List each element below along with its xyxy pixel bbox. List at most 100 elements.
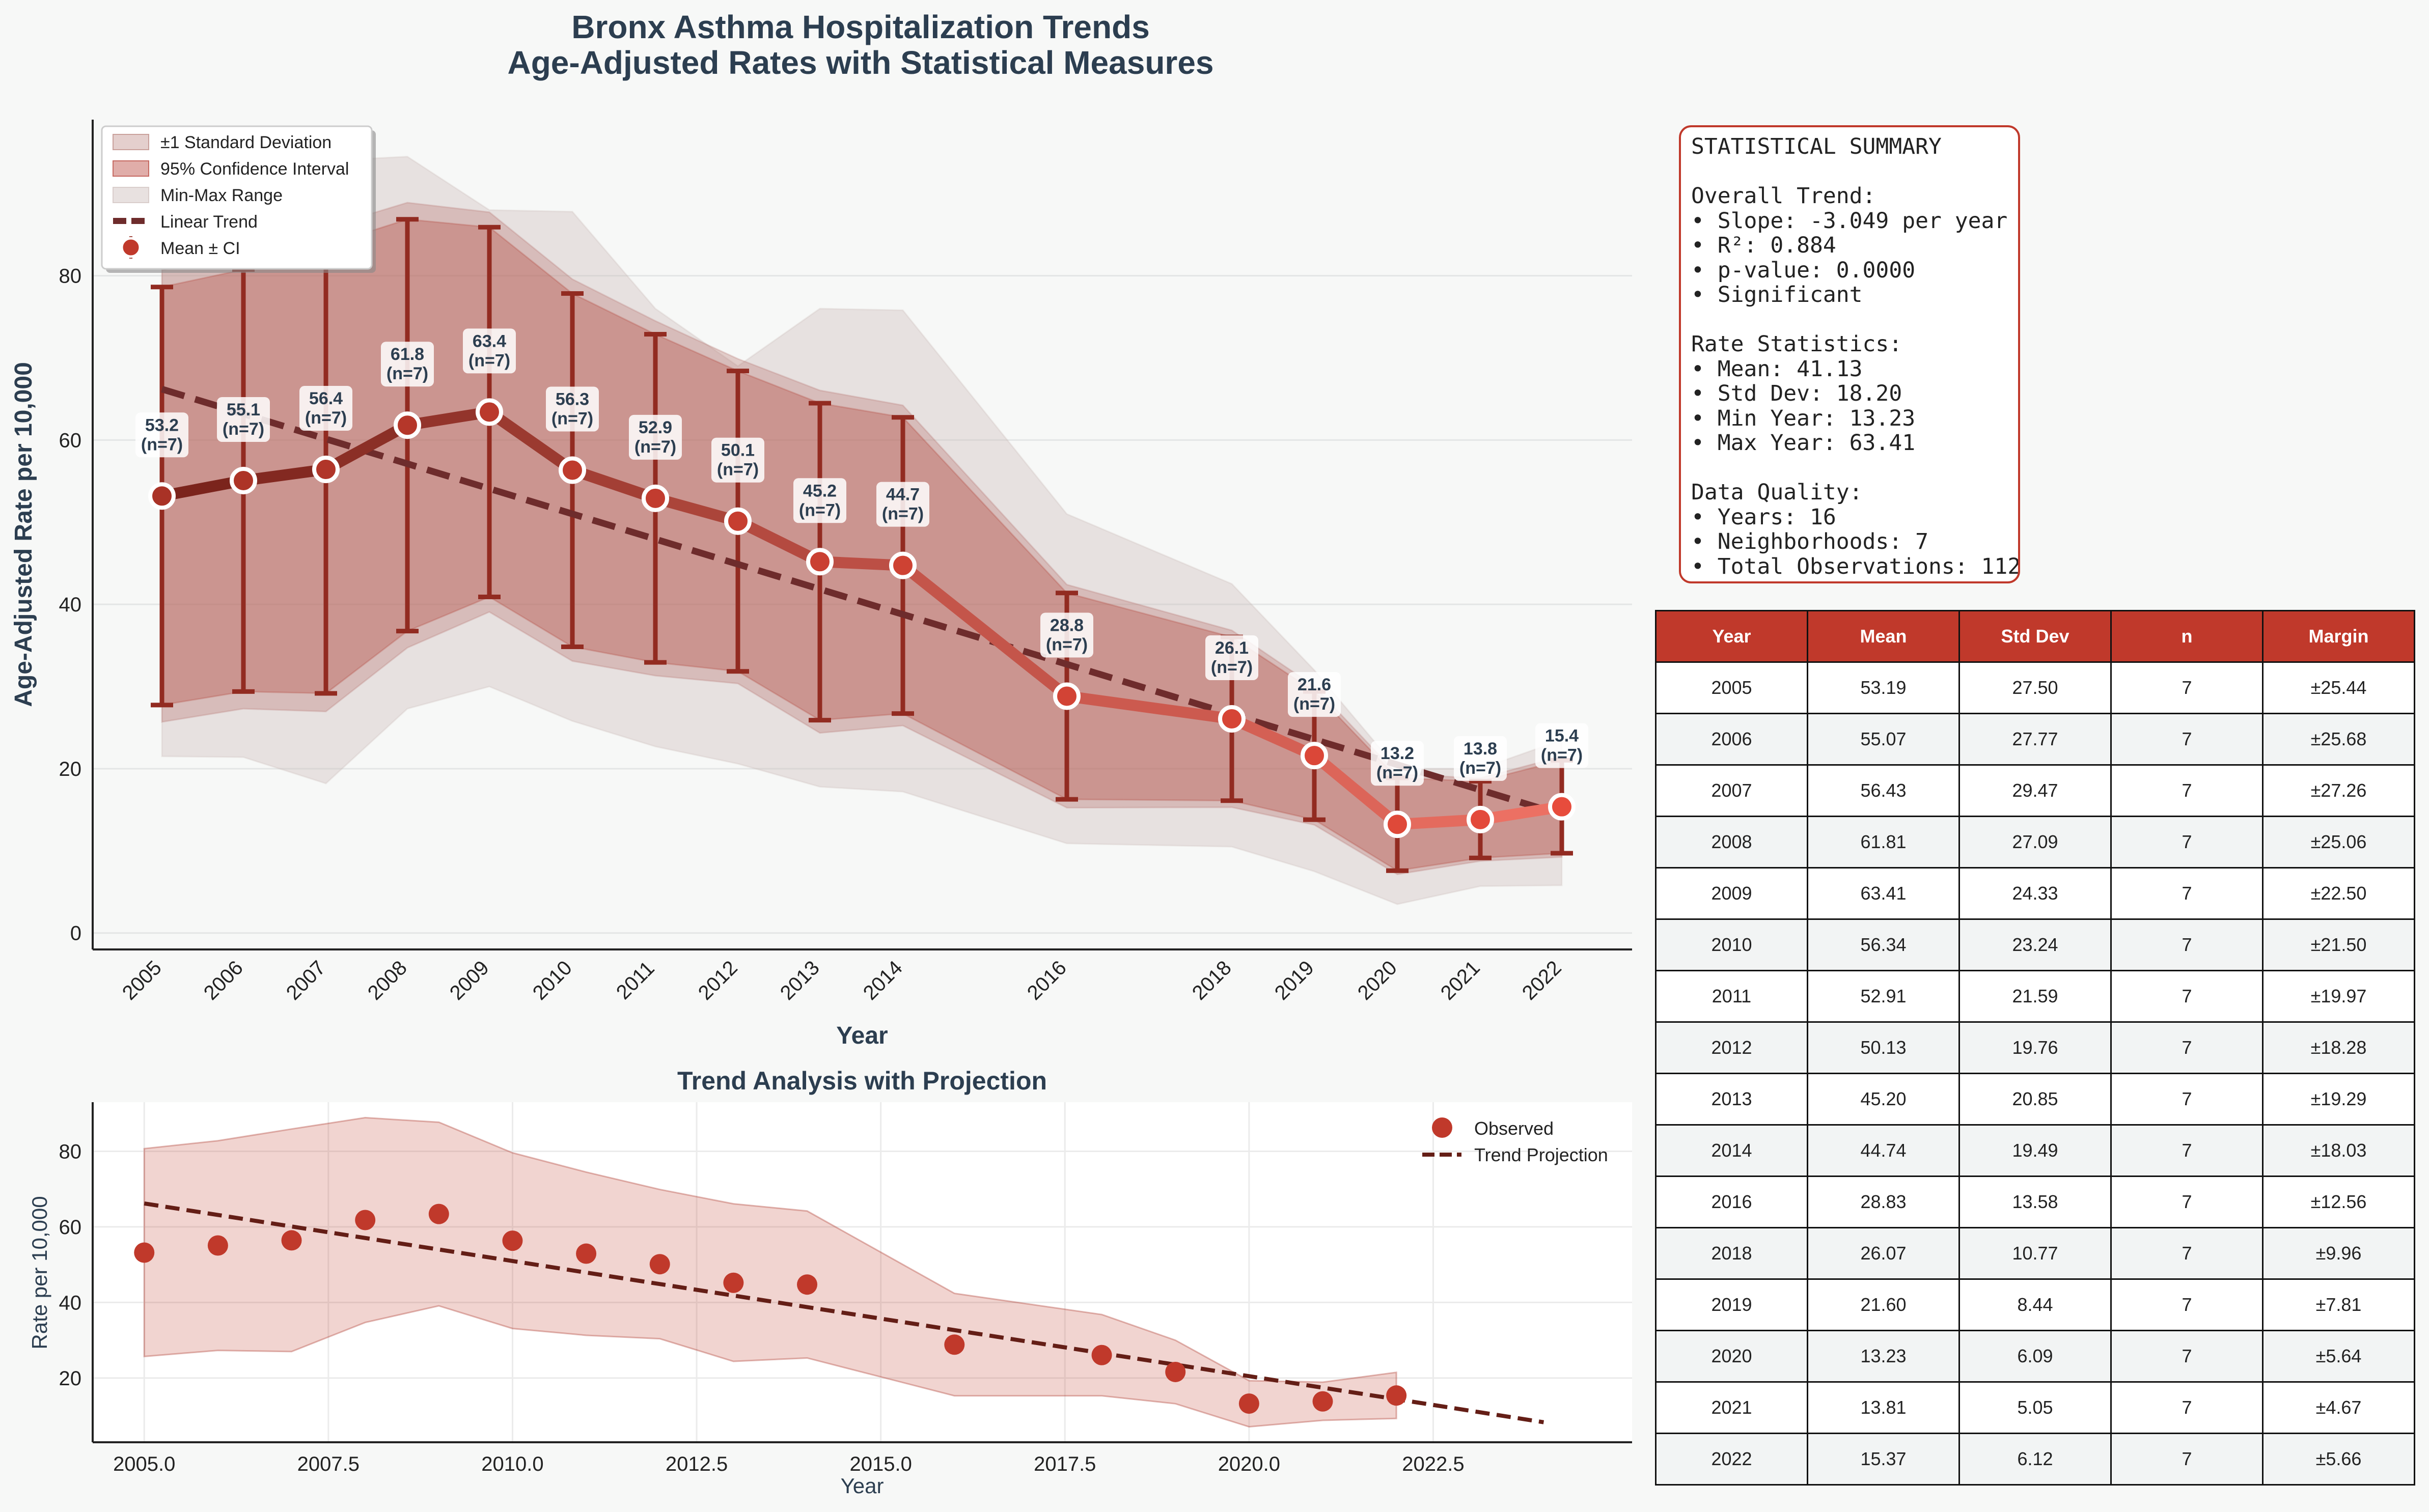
observed-point [134,1242,155,1263]
table-cell: 21.60 [1807,1278,1960,1331]
table-row: 2005 53.19 27.50 7 ±25.44 [1655,661,2415,714]
table-cell: 2022 [1655,1433,1808,1486]
x-tick-label: 2008 [364,957,411,1004]
x-tick-label: 2007 [282,957,330,1004]
linear-trend-line [161,386,1563,818]
point-label: 13.8 (n=7) [1459,739,1501,778]
table-cell: 2009 [1655,867,1808,920]
table-cell: ±25.44 [2262,661,2415,714]
table-row: 2010 56.34 23.24 7 ±21.50 [1655,918,2415,971]
mean-line-segment [814,556,908,571]
table-cell: 7 [2110,1381,2264,1434]
table-cell: ±5.64 [2262,1330,2415,1383]
x-tick-label: 2022.5 [1402,1453,1464,1475]
table-cell: ±9.96 [2262,1227,2415,1280]
table-cell: 2018 [1655,1227,1808,1280]
x-tick-label: 2016 [1023,957,1071,1004]
observed-point [428,1203,449,1224]
table-cell: 21.59 [1958,970,2112,1023]
table-cell: ±25.68 [2262,713,2415,766]
table-cell: ±25.06 [2262,816,2415,869]
mean-marker [476,398,503,426]
x-axis-title: Year [836,1022,888,1049]
table-cell: 2006 [1655,713,1808,766]
table-cell: 63.41 [1807,867,1960,920]
x-tick-label: 2010 [529,957,576,1004]
point-label: 56.4 (n=7) [305,389,347,428]
table-cell: 27.09 [1958,816,2112,869]
table-cell: ±12.56 [2262,1175,2415,1228]
mean-marker [1467,805,1494,833]
mean-line-segment [1061,690,1237,724]
point-label-box [876,482,929,527]
point-label: 44.7 (n=7) [882,485,924,524]
mean-line-segment [1226,713,1320,762]
table-cell: ±19.97 [2262,970,2415,1023]
table-cell: 13.23 [1807,1330,1960,1383]
mean-line-segment [650,492,743,527]
x-tick-label: 2005.0 [113,1453,175,1475]
x-tick-label: 2018 [1188,957,1236,1004]
table-cell: ±21.50 [2262,918,2415,971]
observed-point [797,1274,818,1295]
legend-label: Observed [1474,1118,1554,1139]
mean-line-segment [402,406,495,431]
table-cell: 27.77 [1958,713,2112,766]
y-tick-label: 20 [59,1367,82,1390]
table-row: 2006 55.07 27.77 7 ±25.68 [1655,713,2415,766]
table-cell: 7 [2110,1175,2264,1228]
x-tick-label: 2006 [200,957,247,1004]
table-header-year: Year [1655,610,1808,663]
table-cell: 61.81 [1807,816,1960,869]
point-label: 28.8 (n=7) [1046,615,1088,654]
table-cell: 2010 [1655,918,1808,971]
table-row: 2014 44.74 19.49 7 ±18.03 [1655,1124,2415,1177]
table-cell: 19.76 [1958,1021,2112,1074]
table-cell: ±4.67 [2262,1381,2415,1434]
table-cell: 45.20 [1807,1073,1960,1126]
observed-point [1238,1393,1259,1414]
y-tick-label: 60 [59,1216,82,1239]
table-cell: 7 [2110,1073,2264,1126]
legend-box [101,125,373,270]
table-cell: 2011 [1655,970,1808,1023]
table-cell: 2005 [1655,661,1808,714]
table-cell: 2020 [1655,1330,1808,1383]
mean-marker [394,411,421,439]
mean-marker [312,456,340,484]
figure-title: Bronx Asthma Hospitalization Trends Age-… [0,9,1721,81]
y-tick-label: 40 [59,594,82,616]
table-cell: 7 [2110,764,2264,817]
point-label: 15.4 (n=7) [1541,726,1583,765]
table-cell: 26.07 [1807,1227,1960,1280]
table-cell: 7 [2110,713,2264,766]
point-label: 21.6 (n=7) [1293,675,1335,714]
table-cell: 19.49 [1958,1124,2112,1177]
observed-point [649,1254,670,1275]
table-cell: 2019 [1655,1278,1808,1331]
mean-marker [1218,705,1246,733]
mean-marker [1301,742,1328,770]
table-cell: 2014 [1655,1124,1808,1177]
table-row: 2022 15.37 6.12 7 ±5.66 [1655,1433,2415,1486]
table-row: 2019 21.60 8.44 7 ±7.81 [1655,1278,2415,1331]
point-label-box [1205,635,1258,680]
y-axis-title: Rate per 10,000 [27,1196,51,1349]
table-cell: ±7.81 [2262,1278,2415,1331]
x-tick-label: 2009 [446,957,493,1004]
point-label-box [546,386,599,432]
table-cell: 20.85 [1958,1073,2112,1126]
table-cell: 7 [2110,867,2264,920]
y-tick-label: 40 [59,1292,82,1314]
point-label: 55.1 (n=7) [223,400,264,439]
observed-point [944,1334,965,1355]
table-cell: ±19.29 [2262,1073,2415,1126]
mean-marker [230,466,257,494]
observed-point [1165,1361,1186,1382]
mean-line-segment [897,559,1072,702]
table-body: 2005 53.19 27.50 7 ±25.44 2006 55.07 27.77 7 ±25.… [1655,661,2415,1486]
mean-marker [1548,793,1576,821]
mean-line-segment [1392,814,1486,830]
trend-projection-line [144,1201,1544,1424]
